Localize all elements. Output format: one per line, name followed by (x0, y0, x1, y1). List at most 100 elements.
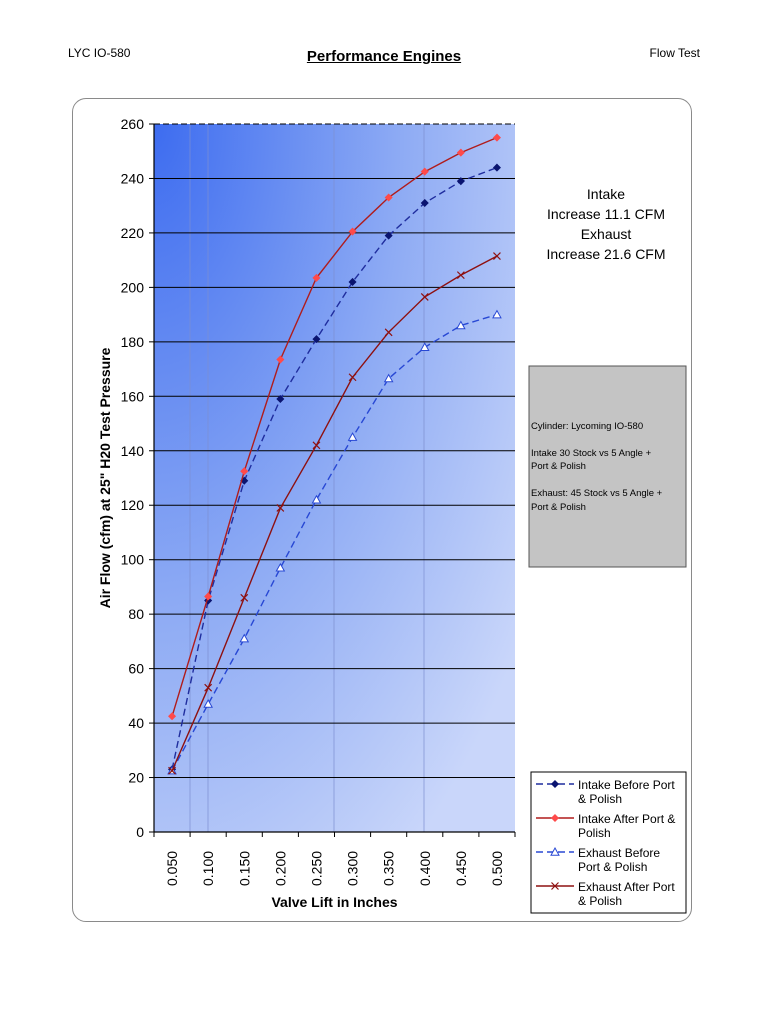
data-point-marker (492, 133, 501, 142)
annotation-line: Increase 11.1 CFM (547, 206, 665, 222)
series-line (171, 136, 498, 717)
data-point-marker (168, 712, 177, 721)
data-point-marker (204, 592, 213, 601)
annotation-line: Increase 21.6 CFM (546, 246, 665, 262)
data-point-marker (203, 698, 213, 708)
data-point-marker (550, 813, 560, 823)
data-point-marker (550, 846, 560, 856)
data-point-marker (492, 309, 502, 319)
data-point-marker (348, 227, 357, 236)
axes: 0 20 40 60 80 100 120 140 160 180 200 220 240 260 0.05… (121, 116, 516, 886)
note-text: Intake 30 Stock vs 5 Angle + (531, 448, 652, 459)
legend-label: Intake After Port & (578, 812, 675, 826)
series-group (167, 133, 502, 775)
y-tick-label: 120 (121, 497, 145, 513)
note-text: Cylinder: Lycoming IO-580 (531, 421, 643, 432)
data-point-marker (348, 373, 357, 382)
x-tick-label: 0.250 (308, 851, 324, 886)
data-point-marker (550, 779, 560, 789)
series-line (171, 255, 498, 771)
y-tick-label: 0 (136, 824, 144, 840)
y-tick-label: 60 (128, 661, 144, 677)
data-point-marker (276, 504, 285, 512)
legend-entry: Intake Before Port& Polish (536, 778, 675, 806)
legend-entry: Exhaust After Port& Polish (536, 880, 675, 908)
legend-entry: Intake After Port &Polish (536, 812, 675, 840)
y-tick-label: 80 (128, 606, 144, 622)
data-point-marker (239, 633, 250, 643)
y-axis-title: Air Flow (cfm) at 25" H20 Test Pressure (97, 347, 113, 608)
legend-label: Exhaust After Port (578, 880, 675, 894)
y-tick-label: 180 (121, 334, 145, 350)
page-title: Performance Engines (306, 48, 462, 65)
series-2 (168, 133, 501, 721)
header-left-label: LYC IO-580 (68, 46, 131, 60)
series-1 (168, 163, 501, 774)
note-text: Port & Polish (531, 502, 586, 513)
series-4 (168, 252, 501, 775)
x-tick-label: 0.400 (417, 851, 433, 886)
data-point-marker (168, 766, 176, 775)
data-point-marker (493, 252, 501, 260)
data-point-marker (276, 355, 285, 364)
data-point-marker (275, 562, 286, 572)
series-line (171, 313, 498, 772)
legend-label: Intake Before Port (578, 778, 675, 792)
gridlines (154, 123, 515, 832)
x-tick-label: 0.200 (272, 851, 288, 886)
legend-box (530, 771, 687, 914)
x-tick-label: 0.050 (164, 851, 180, 886)
data-point-marker (276, 395, 285, 404)
x-tick-label: 0.450 (453, 851, 469, 886)
legend-label: Exhaust Before (578, 846, 660, 860)
note-text: Exhaust: 45 Stock vs 5 Angle + (531, 488, 663, 499)
plot-area (154, 124, 515, 832)
data-point-marker (456, 148, 465, 157)
data-point-marker (456, 177, 465, 186)
y-tick-label: 40 (128, 715, 144, 731)
data-point-marker (420, 292, 429, 301)
y-tick-label: 160 (121, 388, 145, 404)
y-tick-label: 20 (128, 770, 144, 786)
annotation-line: Exhaust (581, 226, 632, 242)
data-point-marker (420, 198, 429, 207)
data-point-marker (492, 163, 501, 172)
data-point-marker (348, 277, 357, 286)
legend-label: & Polish (578, 894, 622, 908)
y-tick-label: 240 (121, 170, 145, 186)
increase-annotation: Intake Increase 11.1 CFM Exhaust Increase 2… (546, 186, 665, 262)
data-point-marker (456, 271, 465, 280)
legend-label: Polish (578, 826, 611, 840)
data-point-marker (383, 373, 394, 383)
note-text: Port & Polish (531, 461, 586, 472)
x-tick-label: 0.150 (236, 851, 252, 886)
data-point-marker (456, 320, 466, 330)
data-point-marker (204, 596, 213, 605)
series-3 (167, 309, 502, 775)
data-point-marker (312, 441, 321, 450)
data-point-marker (312, 273, 321, 282)
note-box-bg (528, 365, 687, 568)
data-point-marker (384, 328, 393, 337)
data-point-marker (347, 432, 358, 441)
x-tick-label: 0.500 (489, 851, 505, 886)
data-point-marker (419, 342, 430, 351)
y-tick-label: 200 (121, 279, 145, 295)
series-line (171, 166, 498, 770)
data-point-marker (240, 593, 249, 602)
x-axis-title: Valve Lift in Inches (271, 894, 397, 910)
data-point-marker (384, 231, 393, 240)
data-point-marker (551, 882, 559, 890)
data-point-marker (311, 494, 322, 504)
x-tick-label: 0.100 (200, 851, 216, 886)
legend-label: & Polish (578, 792, 622, 806)
y-tick-label: 100 (121, 552, 145, 568)
data-point-marker (204, 683, 213, 692)
data-point-marker (312, 335, 321, 344)
data-point-marker (420, 167, 429, 176)
note-box: Cylinder: Lycoming IO-580 Intake 30 Stock… (528, 365, 687, 568)
x-tick-label: 0.300 (345, 851, 361, 886)
annotation-line: Intake (587, 186, 625, 202)
